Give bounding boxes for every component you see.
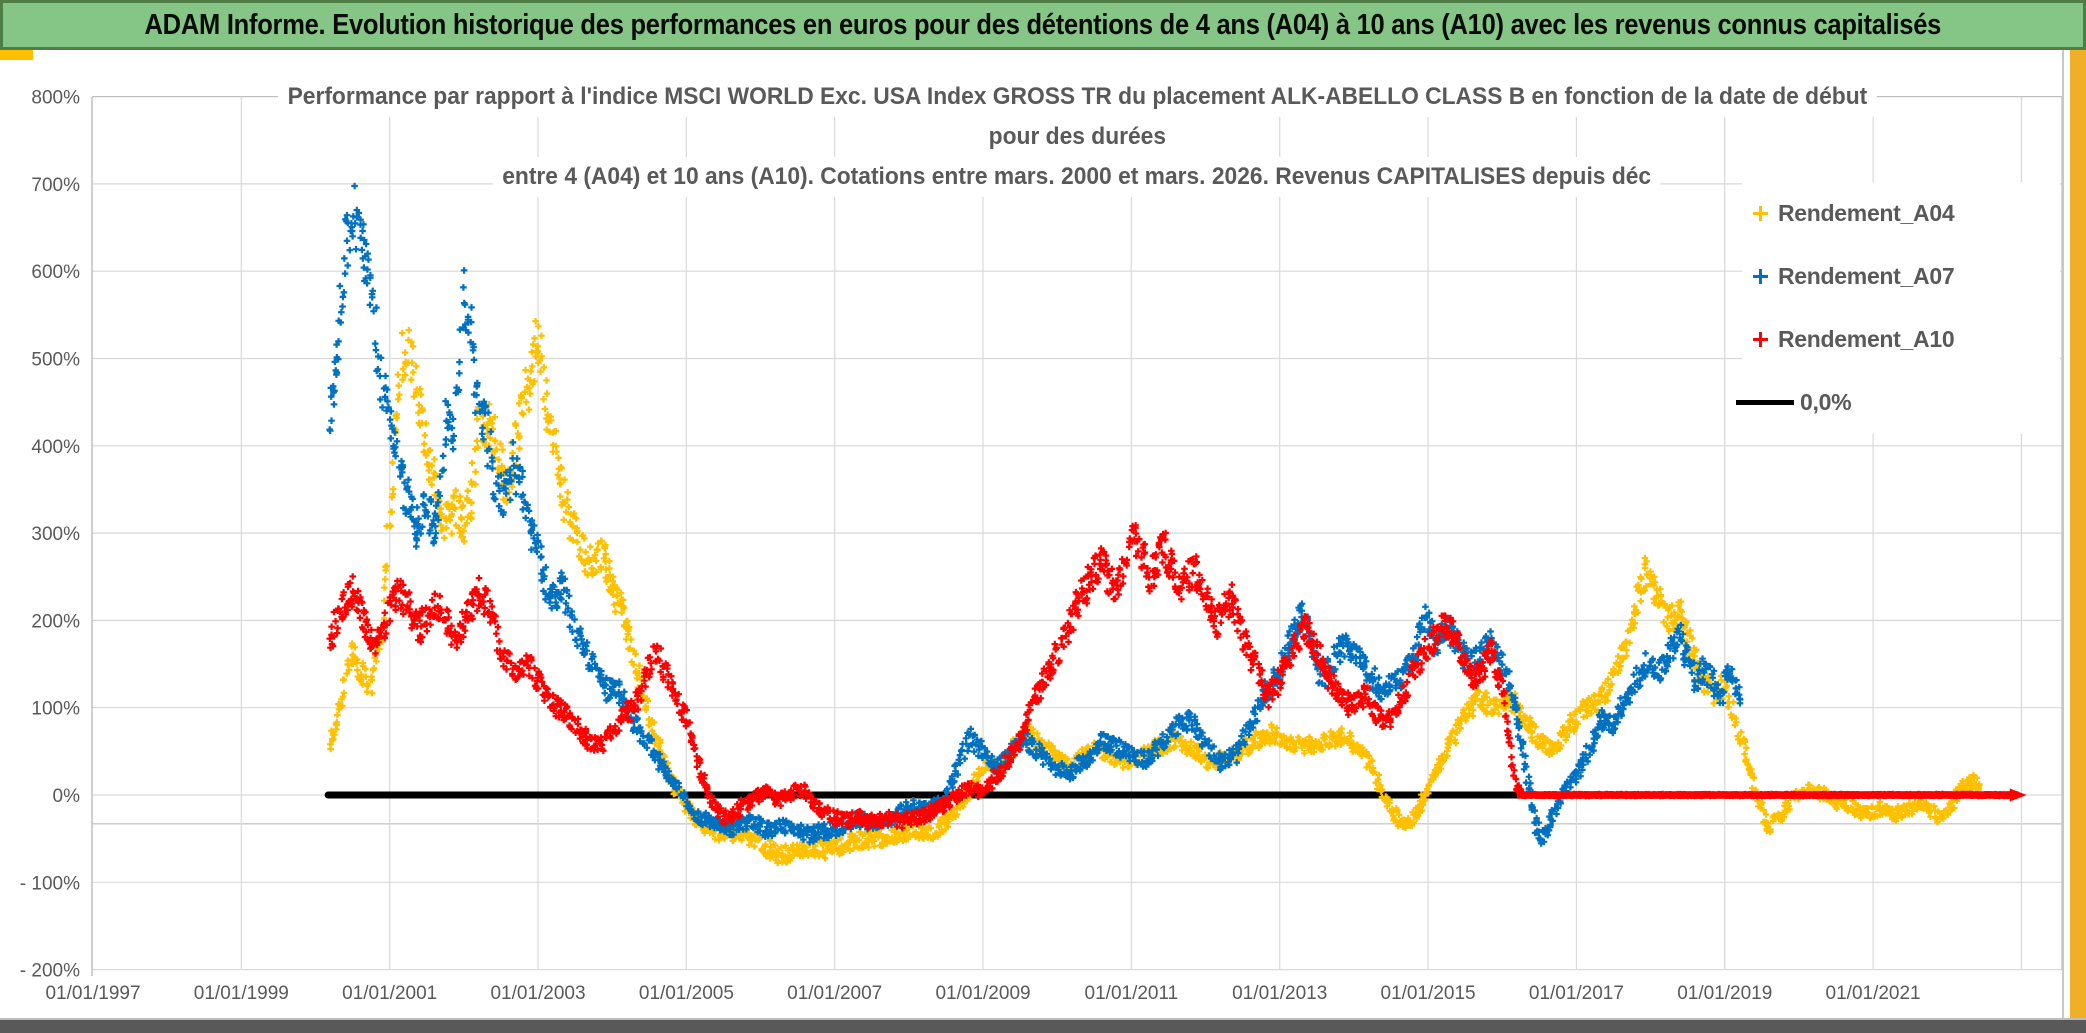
y-axis-label: 800% (31, 88, 80, 109)
header-banner: ADAM Informe. Evolution historique des p… (0, 0, 2086, 50)
plus-marker-icon (1742, 206, 1778, 221)
legend-item-zero-line[interactable]: 0,0% (1736, 371, 2060, 434)
x-axis-label: 01/01/2021 (1826, 983, 1921, 1004)
chart-panel-border (2062, 50, 2064, 1018)
y-axis-label: 600% (31, 262, 80, 283)
x-axis-label: 01/01/2001 (342, 983, 437, 1004)
y-axis-label: 500% (31, 350, 80, 371)
y-axis-label: - 200% (20, 961, 80, 982)
y-axis-label: 400% (31, 437, 80, 458)
legend-item-rendement-a07[interactable]: Rendement_A07 (1742, 245, 2060, 308)
gold-corner-accent (0, 50, 33, 60)
y-axis-label: 300% (31, 524, 80, 545)
zero-line-icon (1736, 400, 1794, 405)
y-axis-label: 200% (31, 611, 80, 632)
legend-item-rendement-a10[interactable]: Rendement_A10 (1742, 308, 2060, 371)
x-axis-label: 01/01/2005 (639, 983, 734, 1004)
y-axis-label: 0% (53, 786, 81, 807)
legend-label: Rendement_A07 (1778, 263, 1955, 289)
gold-right-bar (2070, 50, 2086, 1018)
red-line-arrow-tip (2009, 788, 2027, 802)
legend-label: Rendement_A10 (1778, 326, 1955, 352)
plus-marker-icon (1742, 269, 1778, 284)
x-axis-label: 01/01/2017 (1529, 983, 1624, 1004)
legend-item-rendement-a04[interactable]: Rendement_A04 (1742, 182, 2060, 245)
x-axis-label: 01/01/1997 (45, 983, 140, 1004)
x-axis-label: 01/01/2015 (1381, 983, 1476, 1004)
y-axis-label: 700% (31, 175, 80, 196)
window-bottom-bar (0, 1018, 2086, 1033)
x-axis-label: 01/01/1999 (194, 983, 289, 1004)
plus-marker-icon (1742, 332, 1778, 347)
series-rendement_a04-points (327, 317, 1983, 867)
legend-label: 0,0% (1800, 389, 1852, 415)
x-axis-label: 01/01/2009 (935, 983, 1030, 1004)
legend: Rendement_A04 Rendement_A07 Rendement_A1… (1736, 182, 2060, 434)
series-rendement_a10-points (326, 522, 2021, 832)
x-axis-label: 01/01/2003 (490, 983, 585, 1004)
y-axis-label: 100% (31, 699, 80, 720)
y-axis-label: - 100% (20, 873, 80, 894)
x-axis-label: 01/01/2019 (1677, 983, 1772, 1004)
header-title: ADAM Informe. Evolution historique des p… (144, 8, 1942, 41)
x-axis-label: 01/01/2007 (787, 983, 882, 1004)
x-axis-label: 01/01/2013 (1232, 983, 1327, 1004)
x-axis-label: 01/01/2011 (1085, 983, 1179, 1004)
legend-label: Rendement_A04 (1778, 200, 1955, 226)
